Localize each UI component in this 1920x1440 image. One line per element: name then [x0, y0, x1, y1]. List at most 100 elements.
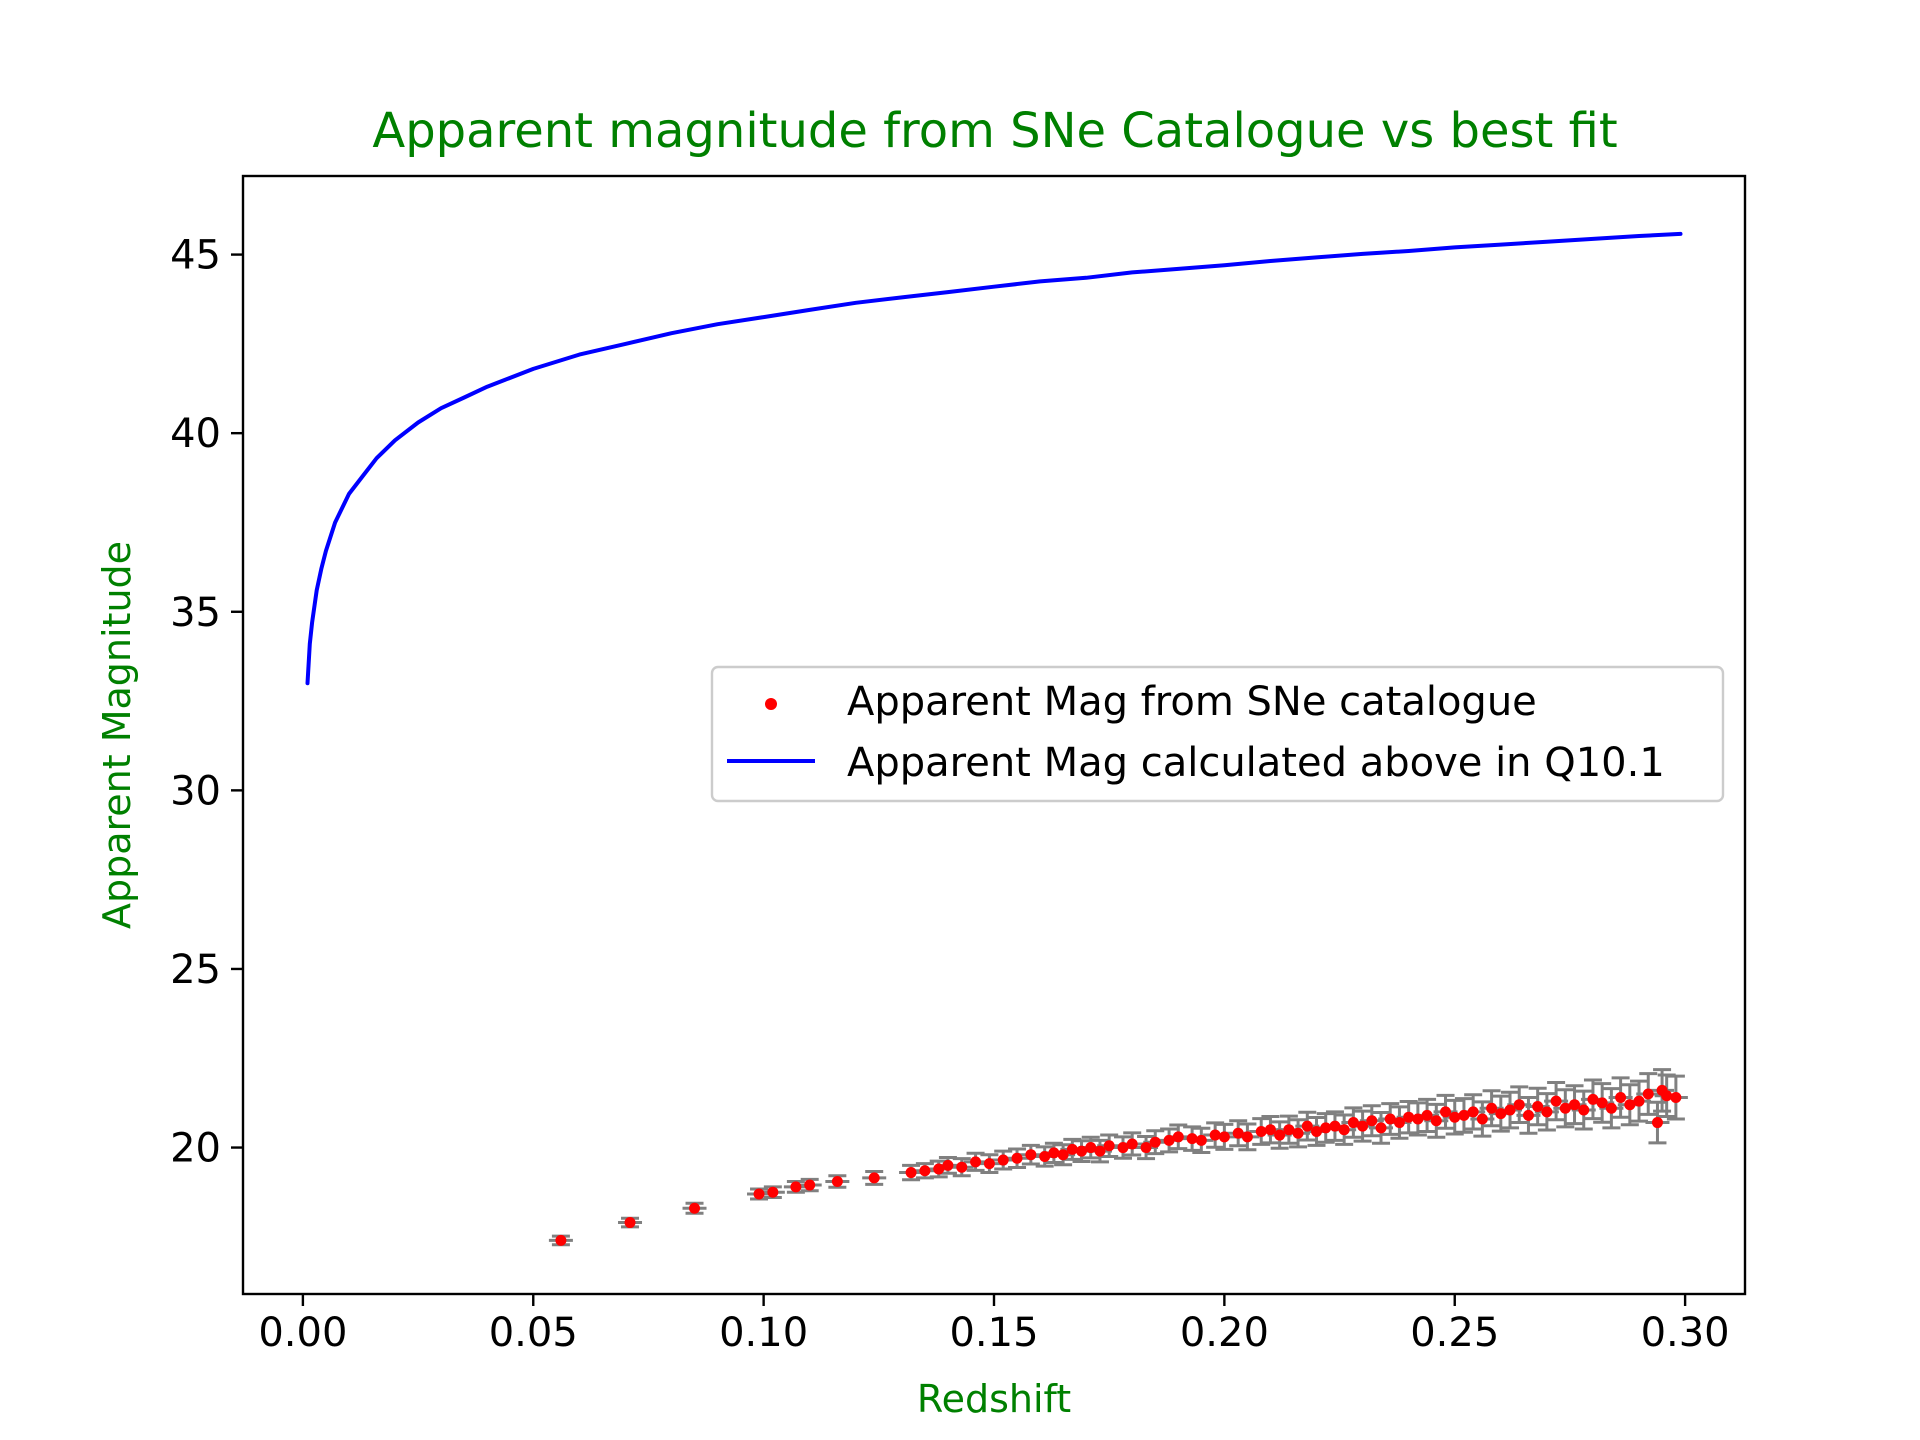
data-point	[1126, 1138, 1138, 1150]
data-point	[1504, 1104, 1516, 1116]
data-point	[804, 1179, 816, 1191]
data-point	[933, 1163, 945, 1175]
data-point	[1292, 1127, 1304, 1139]
data-point	[942, 1159, 954, 1171]
data-point	[1605, 1102, 1617, 1114]
data-point	[1186, 1133, 1198, 1145]
x-axis-label: Redshift	[917, 1377, 1071, 1421]
data-point	[1172, 1131, 1184, 1143]
data-point	[1255, 1125, 1267, 1137]
data-point	[1103, 1140, 1115, 1152]
data-point	[1094, 1145, 1106, 1157]
data-point	[1642, 1088, 1654, 1100]
data-point	[1149, 1136, 1161, 1148]
y-tick-label: 40	[170, 411, 221, 457]
legend-label-scatter: Apparent Mag from SNe catalogue	[847, 679, 1537, 725]
data-point	[905, 1167, 917, 1179]
data-point	[1541, 1106, 1553, 1118]
x-tick-label: 0.25	[1410, 1310, 1499, 1356]
data-point	[1467, 1106, 1479, 1118]
data-point	[1661, 1090, 1673, 1102]
data-point	[1329, 1120, 1341, 1132]
data-point	[919, 1165, 931, 1177]
data-point	[1569, 1099, 1581, 1111]
data-point	[1522, 1109, 1534, 1121]
x-tick-label: 0.05	[489, 1310, 578, 1356]
legend-marker-scatter	[765, 698, 777, 710]
data-point	[1393, 1117, 1405, 1129]
data-point	[689, 1202, 701, 1214]
data-point	[1587, 1093, 1599, 1105]
data-point	[1057, 1149, 1069, 1161]
data-point	[1670, 1092, 1682, 1104]
data-point	[1311, 1125, 1323, 1137]
data-point	[868, 1172, 880, 1184]
data-point	[1241, 1131, 1253, 1143]
data-point	[1615, 1092, 1627, 1104]
y-tick-label: 20	[170, 1126, 221, 1172]
data-point	[1218, 1131, 1230, 1143]
data-point	[1384, 1113, 1396, 1125]
data-point	[1430, 1115, 1442, 1127]
data-point	[1117, 1142, 1129, 1154]
data-point	[1633, 1095, 1645, 1107]
legend-label-line: Apparent Mag calculated above in Q10.1	[847, 740, 1665, 786]
data-point	[753, 1188, 765, 1200]
data-point	[1025, 1149, 1037, 1161]
data-point	[983, 1158, 995, 1170]
data-point	[1163, 1134, 1175, 1146]
y-axis-label: Apparent Magnitude	[95, 541, 139, 929]
data-point	[1486, 1102, 1498, 1114]
data-point	[1195, 1134, 1207, 1146]
data-point	[1366, 1115, 1378, 1127]
x-tick-label: 0.20	[1180, 1310, 1269, 1356]
data-point	[1048, 1147, 1060, 1159]
data-point	[555, 1234, 567, 1246]
data-point	[767, 1186, 779, 1198]
x-axis: 0.00 0.05 0.10 0.15 0.20 0.25 0.30	[258, 1294, 1730, 1356]
data-point	[1274, 1129, 1286, 1141]
data-point	[1375, 1122, 1387, 1134]
data-point	[1513, 1099, 1525, 1111]
data-point	[1440, 1106, 1452, 1118]
x-tick-label: 0.10	[719, 1310, 808, 1356]
data-point	[1412, 1113, 1424, 1125]
data-point	[1449, 1111, 1461, 1123]
y-axis: 20 25 30 35 40 45	[170, 233, 243, 1172]
x-tick-label: 0.30	[1641, 1310, 1730, 1356]
data-point	[1338, 1124, 1350, 1136]
y-tick-label: 30	[170, 768, 221, 814]
data-point	[1495, 1108, 1507, 1120]
data-point	[1458, 1109, 1470, 1121]
x-tick-label: 0.15	[949, 1310, 1038, 1356]
data-point	[1476, 1113, 1488, 1125]
data-point	[1403, 1111, 1415, 1123]
data-point	[1421, 1109, 1433, 1121]
data-point	[790, 1181, 802, 1193]
data-point	[831, 1175, 843, 1187]
data-point	[1596, 1097, 1608, 1109]
data-point	[1085, 1142, 1097, 1154]
data-point	[1232, 1127, 1244, 1139]
scatter-points	[555, 1084, 1682, 1246]
data-point	[1066, 1143, 1078, 1155]
data-point	[956, 1161, 968, 1173]
data-point	[1320, 1122, 1332, 1134]
data-point	[624, 1217, 636, 1229]
legend: Apparent Mag from SNe catalogue Apparent…	[710, 665, 1725, 803]
fit-line	[305, 231, 1683, 686]
data-point	[1624, 1099, 1636, 1111]
x-tick-label: 0.00	[258, 1310, 347, 1356]
data-point	[1140, 1142, 1152, 1154]
data-point	[1559, 1102, 1571, 1114]
data-point	[1347, 1117, 1359, 1129]
data-point	[970, 1156, 982, 1168]
fit-line-group	[305, 231, 1683, 686]
y-tick-label: 25	[170, 947, 221, 993]
data-point	[1264, 1124, 1276, 1136]
data-point	[1076, 1145, 1088, 1157]
data-point	[1011, 1152, 1023, 1164]
data-point	[997, 1154, 1009, 1166]
data-point	[1283, 1124, 1295, 1136]
